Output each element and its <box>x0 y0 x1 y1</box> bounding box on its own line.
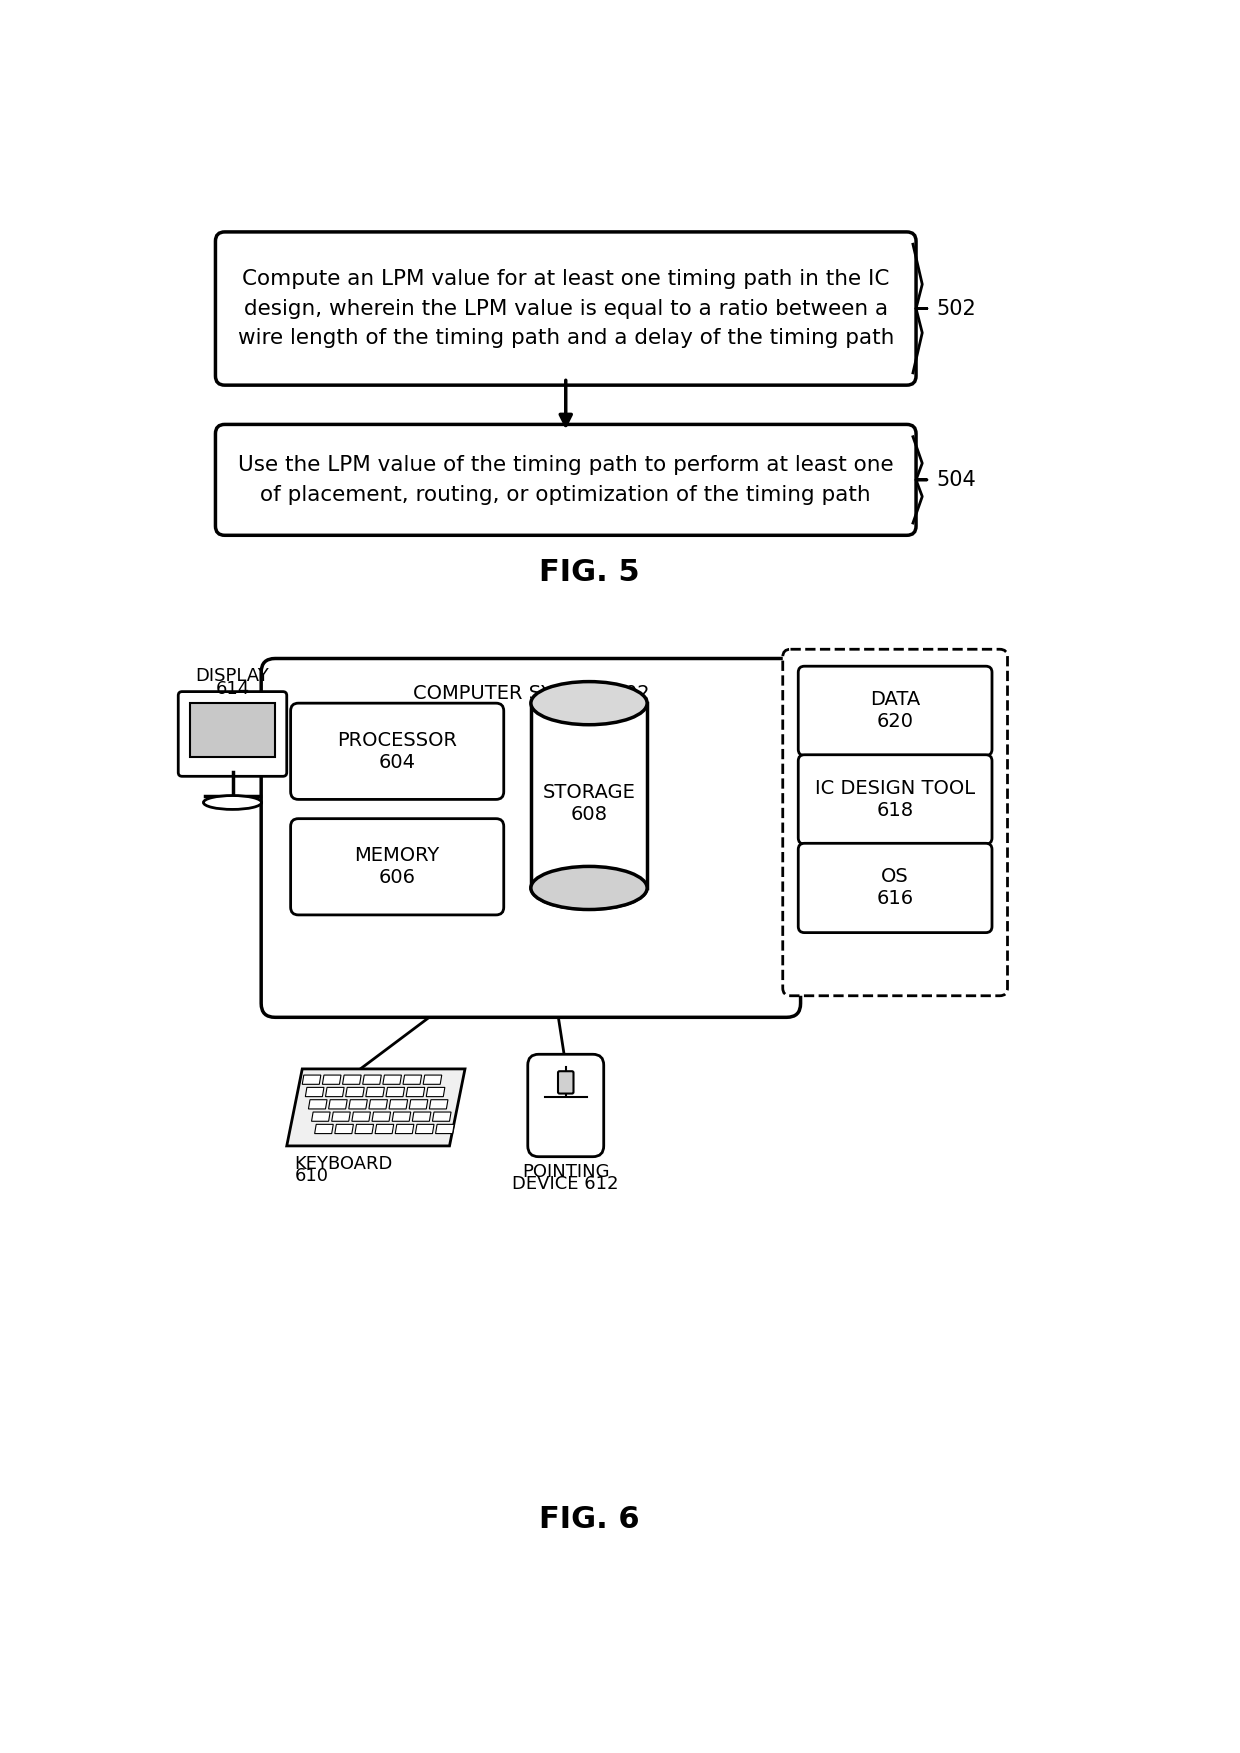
Text: Compute an LPM value for at least one timing path in the IC
design, wherein the : Compute an LPM value for at least one ti… <box>238 268 894 349</box>
Polygon shape <box>342 1075 361 1085</box>
FancyBboxPatch shape <box>216 231 916 386</box>
Text: 614: 614 <box>216 680 249 698</box>
Text: 610: 610 <box>295 1167 329 1185</box>
Text: DISPLAY: DISPLAY <box>196 668 269 685</box>
Polygon shape <box>329 1099 347 1110</box>
Polygon shape <box>403 1075 422 1085</box>
Polygon shape <box>366 1087 384 1097</box>
Polygon shape <box>370 1099 387 1110</box>
Polygon shape <box>423 1075 441 1085</box>
Polygon shape <box>315 1124 334 1134</box>
Polygon shape <box>303 1075 321 1085</box>
Polygon shape <box>311 1111 330 1122</box>
Text: OS
616: OS 616 <box>877 868 914 908</box>
Text: FIG. 6: FIG. 6 <box>538 1504 640 1534</box>
FancyBboxPatch shape <box>782 649 1007 996</box>
Polygon shape <box>374 1124 394 1134</box>
Ellipse shape <box>531 682 647 724</box>
Text: 502: 502 <box>936 298 976 319</box>
FancyBboxPatch shape <box>290 819 503 915</box>
FancyBboxPatch shape <box>216 424 916 535</box>
Polygon shape <box>435 1124 454 1134</box>
FancyBboxPatch shape <box>262 659 801 1017</box>
Polygon shape <box>531 703 647 889</box>
Polygon shape <box>386 1087 404 1097</box>
Text: FIG. 5: FIG. 5 <box>538 557 640 587</box>
Text: KEYBOARD: KEYBOARD <box>295 1155 393 1173</box>
Polygon shape <box>325 1087 345 1097</box>
Polygon shape <box>427 1087 445 1097</box>
Polygon shape <box>363 1075 382 1085</box>
Polygon shape <box>415 1124 434 1134</box>
Text: DEVICE 612: DEVICE 612 <box>512 1175 619 1194</box>
Text: Use the LPM value of the timing path to perform at least one
of placement, routi: Use the LPM value of the timing path to … <box>238 456 894 505</box>
FancyBboxPatch shape <box>799 756 992 845</box>
FancyBboxPatch shape <box>528 1054 604 1157</box>
Polygon shape <box>392 1111 410 1122</box>
Polygon shape <box>286 1069 465 1146</box>
Polygon shape <box>383 1075 402 1085</box>
FancyBboxPatch shape <box>290 703 503 799</box>
Polygon shape <box>433 1111 451 1122</box>
Ellipse shape <box>531 866 647 910</box>
Polygon shape <box>412 1111 432 1122</box>
Polygon shape <box>429 1099 448 1110</box>
Text: MEMORY
606: MEMORY 606 <box>355 847 440 887</box>
Polygon shape <box>409 1099 428 1110</box>
Text: COMPUTER SYSTEM 602: COMPUTER SYSTEM 602 <box>413 684 650 703</box>
Polygon shape <box>352 1111 371 1122</box>
Polygon shape <box>389 1099 408 1110</box>
Text: 504: 504 <box>936 470 976 489</box>
Text: DATA
620: DATA 620 <box>870 691 920 731</box>
Ellipse shape <box>203 796 262 810</box>
FancyBboxPatch shape <box>799 843 992 933</box>
Ellipse shape <box>531 866 647 910</box>
Polygon shape <box>348 1099 367 1110</box>
Polygon shape <box>322 1075 341 1085</box>
Polygon shape <box>396 1124 414 1134</box>
Polygon shape <box>332 1111 351 1122</box>
Polygon shape <box>305 1087 324 1097</box>
Text: PROCESSOR
604: PROCESSOR 604 <box>337 731 458 771</box>
Text: STORAGE
608: STORAGE 608 <box>543 784 635 824</box>
Polygon shape <box>346 1087 365 1097</box>
Polygon shape <box>372 1111 391 1122</box>
Text: IC DESIGN TOOL
618: IC DESIGN TOOL 618 <box>815 778 975 820</box>
FancyBboxPatch shape <box>799 666 992 756</box>
Polygon shape <box>309 1099 327 1110</box>
Polygon shape <box>355 1124 373 1134</box>
Polygon shape <box>190 703 275 757</box>
Text: POINTING: POINTING <box>522 1162 610 1182</box>
Polygon shape <box>407 1087 424 1097</box>
Polygon shape <box>335 1124 353 1134</box>
FancyBboxPatch shape <box>558 1071 573 1094</box>
FancyBboxPatch shape <box>179 692 286 777</box>
